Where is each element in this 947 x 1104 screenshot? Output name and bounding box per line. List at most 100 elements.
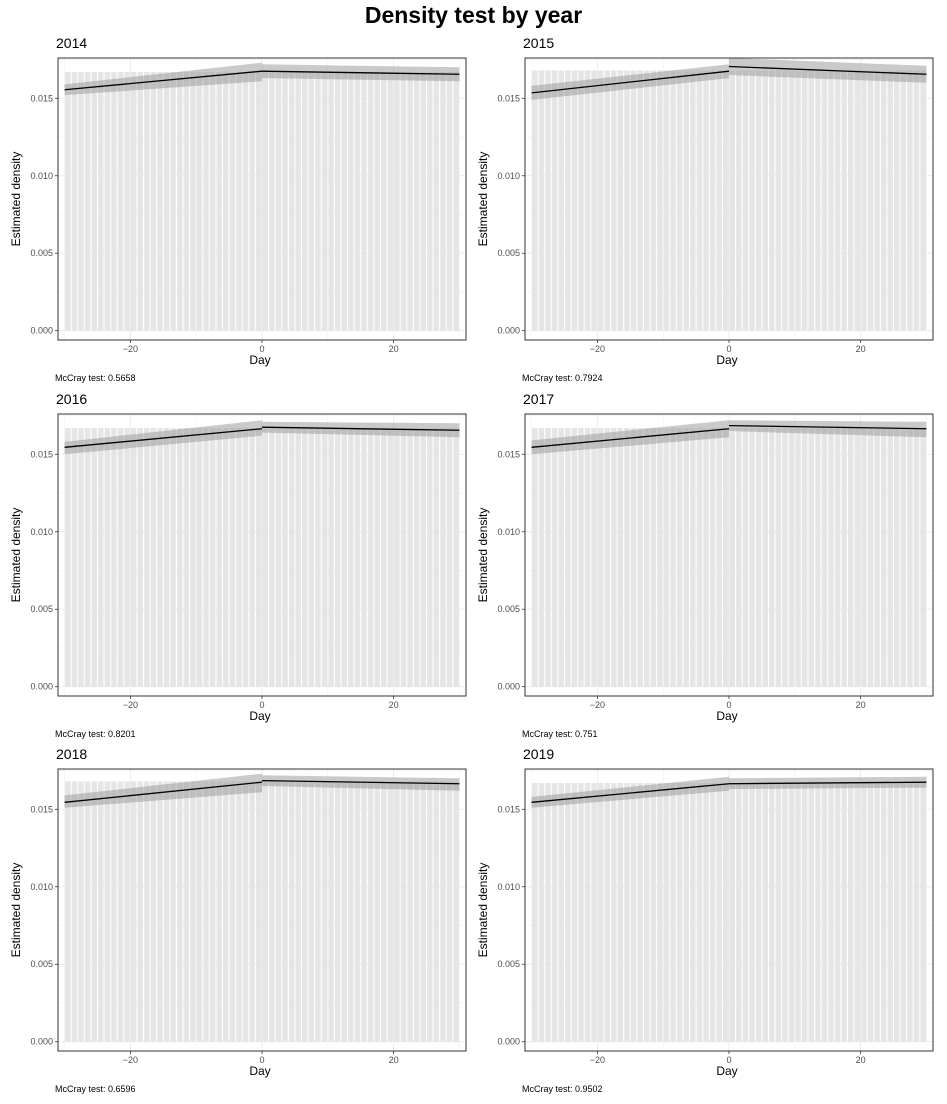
histogram-bar [315,781,321,1042]
histogram-bar [216,781,222,1042]
y-tick-label: 0.010 [497,527,520,537]
histogram-bar [808,782,814,1042]
histogram-bar [696,782,703,1042]
histogram-bar [144,71,150,331]
histogram-bar [769,70,775,331]
fit-line-left [64,781,263,803]
histogram-bar [275,71,282,331]
x-tick-label: 0 [726,344,731,354]
histogram-bar [427,427,433,687]
histogram-bar [913,782,920,1042]
histogram-bar [551,427,558,687]
ci-band-left [531,420,729,455]
histogram-bar [630,70,637,331]
histogram-bar [861,427,867,687]
histogram-bar [203,71,209,331]
histogram-bar [637,782,643,1042]
histogram-bar [834,782,841,1042]
histogram-bar [334,781,341,1042]
histogram-bar [203,427,209,687]
histogram-bar [348,781,354,1042]
histogram-bar [249,781,255,1042]
histogram-bar [617,782,624,1042]
histogram-bar [190,781,196,1042]
histogram-bar [611,782,617,1042]
histogram-bar [788,70,795,331]
histogram-bar [308,781,315,1042]
histogram-bar [394,427,400,687]
histogram-bar [308,427,315,687]
histogram-bar [341,427,347,687]
histogram-bar [604,427,610,687]
histogram-bar [453,781,459,1042]
histogram-bar [584,70,591,331]
histogram-bar [242,781,249,1042]
histogram-bar [663,427,670,687]
histogram-bar [887,70,893,331]
histogram-bar [334,71,341,331]
histogram-bar [117,427,124,687]
histogram-bar [203,781,209,1042]
histogram-bar [769,427,775,687]
histogram-bar [157,71,163,331]
histogram-bar [295,781,301,1042]
histogram-bar [124,781,130,1042]
histogram-bar [742,70,749,331]
histogram-bar [920,70,926,331]
histogram-bar [565,782,571,1042]
histogram-bar [111,71,117,331]
histogram-bar [236,781,242,1042]
histogram-bar [637,427,643,687]
ci-band-left [64,62,262,96]
histogram-bar [170,71,176,331]
histogram-bar [874,782,880,1042]
histogram-bar [98,71,104,331]
histogram-bar [611,70,617,331]
histogram-bar [880,70,887,331]
histogram-bar [315,427,321,687]
chart-panel: 2016 0.000 0.005 0.010 0.015 −20 0 20 Day Estimat… [9,391,467,739]
histogram-bar [828,70,834,331]
mccray-caption: McCray test: 0.8201 [55,729,136,739]
fit-line-right [728,65,927,75]
histogram-bar [755,70,762,331]
histogram-bar [144,781,150,1042]
histogram-bar [400,427,407,687]
mccray-caption: McCray test: 0.5658 [55,373,136,383]
mccray-caption: McCray test: 0.6596 [55,1084,136,1094]
histogram-bar [229,427,236,687]
histogram-bar [815,427,821,687]
histogram-bar [177,781,183,1042]
panel-title: 2017 [523,391,554,407]
histogram-bar [394,781,400,1042]
histogram-bar [578,782,584,1042]
histogram-bar [841,70,847,331]
histogram-bar [262,427,269,687]
histogram-bar [209,71,216,331]
histogram-bar [558,70,564,331]
y-tick-label: 0.005 [30,248,53,258]
histogram-bar [775,427,782,687]
histogram-bar [624,70,630,331]
histogram-bar [407,427,413,687]
histogram-bar [584,427,591,687]
histogram-bar [407,71,413,331]
histogram-bar [71,781,78,1042]
histogram-bar [775,782,782,1042]
histogram-bar [696,70,703,331]
y-axis-title: Estimated density [9,508,23,603]
y-tick-label: 0.000 [497,1037,520,1047]
x-tick-label: 20 [389,700,399,710]
histogram-bar [808,427,814,687]
panel-title: 2015 [523,35,554,51]
histogram-bar [709,782,716,1042]
histogram-bar [650,70,657,331]
histogram-bar [676,427,683,687]
histogram-bar [288,781,295,1042]
histogram-bar [670,782,676,1042]
histogram-bar [216,427,222,687]
histogram-bar [387,71,394,331]
histogram-bar [341,781,347,1042]
histogram-bar [111,781,117,1042]
histogram-bar [453,427,459,687]
